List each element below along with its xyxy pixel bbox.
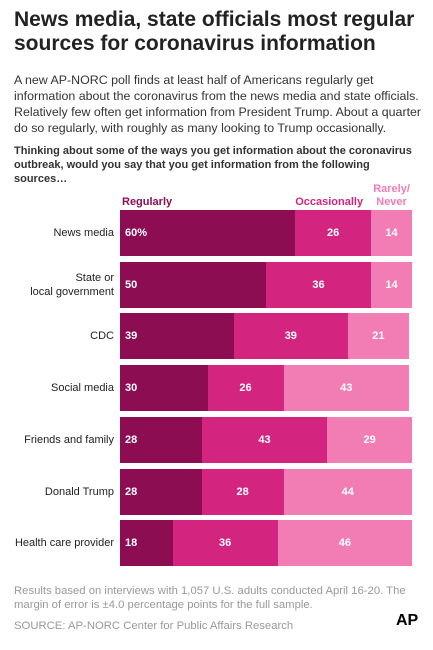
legend-label: Occasionally (295, 196, 364, 208)
value-label: 39 (125, 330, 138, 343)
value-label: 14 (385, 227, 398, 239)
bar-segment (283, 468, 412, 515)
value-label: 28 (236, 485, 249, 498)
value-label: 29 (363, 433, 376, 446)
bar-segment (120, 261, 266, 308)
bar-segment (120, 468, 202, 515)
category-label: News media (53, 227, 114, 239)
bar-segment (295, 210, 372, 256)
bar-segment (327, 416, 412, 463)
value-label: 14 (385, 278, 398, 291)
value-label: 30 (125, 382, 138, 395)
value-label: 60% (125, 227, 148, 239)
value-label: 26 (327, 227, 340, 239)
value-label: 43 (258, 433, 271, 446)
value-label: 26 (239, 382, 252, 395)
bar-segment (172, 520, 278, 567)
bar-segment (120, 365, 208, 412)
chart-subtitle: A new AP-NORC poll finds at least half o… (14, 73, 422, 135)
value-label: 36 (218, 537, 232, 550)
value-label: 28 (125, 485, 138, 498)
bar-segment (347, 313, 410, 360)
bar-segment (277, 520, 412, 567)
bar-segment (120, 416, 202, 463)
value-label: 18 (125, 537, 138, 550)
question: Thinking about some of the ways you get … (14, 145, 412, 185)
value-label: 44 (341, 485, 354, 498)
category-label: Health care provider (14, 537, 114, 550)
value-label: 39 (284, 330, 297, 343)
category-label: Social media (51, 382, 114, 395)
logo: AP (396, 612, 419, 629)
bar-segment (371, 261, 412, 308)
bar-segment (120, 520, 173, 567)
value-label: 46 (338, 537, 351, 550)
legend-label: Rarely/ Never (373, 183, 410, 208)
bar-segment (201, 468, 284, 515)
bar-segment (371, 210, 412, 256)
value-label: 43 (340, 382, 353, 395)
value-label: 36 (312, 278, 325, 291)
value-label: 50 (125, 278, 138, 291)
category-label: CDC (90, 330, 114, 343)
category-label: Donald Trump (44, 485, 114, 498)
bar-segment (120, 313, 234, 360)
bar-segment (233, 313, 348, 360)
legend-label: Regularly (122, 196, 173, 208)
bar-segment (201, 416, 328, 463)
bar-segment (283, 365, 410, 412)
chart-title: News media, state officials most regular… (14, 8, 415, 55)
value-label: 21 (372, 330, 385, 343)
bar-segment (207, 365, 284, 412)
note: Results based on interviews with 1,057 U… (14, 585, 406, 611)
bar-segment (120, 210, 296, 256)
source: SOURCE: AP-NORC Center for Public Affair… (14, 620, 294, 632)
category-label: Friends and family (24, 433, 114, 446)
category-label: State or local government (30, 271, 114, 298)
value-label: 28 (125, 433, 138, 446)
bar-segment (266, 261, 372, 308)
